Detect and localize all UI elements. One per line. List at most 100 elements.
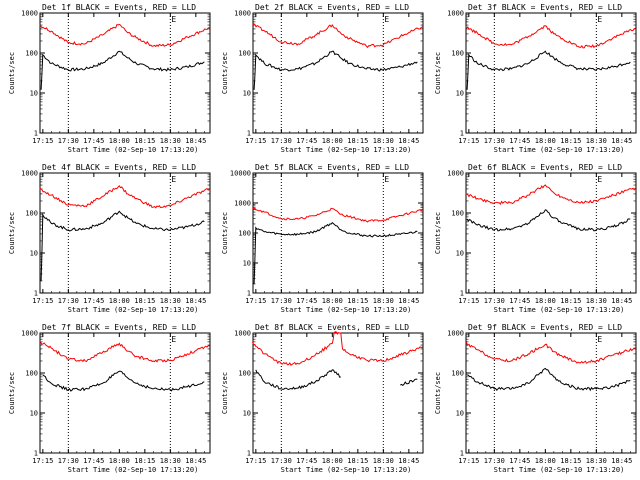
series-line	[40, 50, 205, 90]
x-tick-label: 17:45	[296, 137, 317, 145]
series-line	[465, 25, 636, 49]
x-axis-label: Start Time (02-Sep-10 17:13:20)	[281, 306, 412, 314]
x-tick-label: 18:00	[322, 137, 343, 145]
panel-title: Det 5f BLACK = Events, RED = LLD	[255, 163, 409, 172]
x-tick-label: 17:15	[32, 297, 53, 305]
x-tick-label: 18:45	[398, 297, 419, 305]
y-tick-label: 10	[30, 90, 38, 98]
plot-frame	[252, 172, 424, 294]
plot-frame	[252, 12, 424, 134]
panel-title: Det 2f BLACK = Events, RED = LLD	[255, 3, 409, 12]
event-marker-label: E	[597, 15, 602, 24]
x-tick-label: 17:15	[32, 137, 53, 145]
series-line	[466, 209, 631, 232]
x-tick-label: 18:00	[109, 457, 130, 465]
y-tick-label: 1	[460, 450, 464, 458]
x-tick-label: 18:15	[347, 137, 368, 145]
x-tick-label: 18:15	[347, 297, 368, 305]
y-tick-label: 10000	[230, 170, 251, 178]
panel-title: Det 8f BLACK = Events, RED = LLD	[255, 323, 409, 332]
y-axis-label: Counts/sec	[434, 212, 442, 254]
x-tick-label: 18:30	[373, 137, 394, 145]
y-tick-label: 100	[451, 210, 464, 218]
series-line	[251, 331, 423, 366]
panel: Det 3f BLACK = Events, RED = LLD 17:15 17:…	[434, 3, 637, 154]
x-axis-label: Start Time (02-Sep-10 17:13:20)	[281, 146, 412, 154]
x-tick-label: 18:15	[347, 457, 368, 465]
panel-title: Det 4f BLACK = Events, RED = LLD	[42, 163, 196, 172]
x-tick-label: 18:45	[611, 297, 632, 305]
x-tick-label: 17:15	[458, 457, 479, 465]
x-tick-label: 17:15	[245, 297, 266, 305]
x-tick-label: 17:45	[509, 297, 530, 305]
x-tick-label: 17:30	[271, 297, 292, 305]
x-tick-label: 18:30	[586, 137, 607, 145]
series-line	[255, 369, 418, 391]
x-tick-label: 18:30	[160, 297, 181, 305]
y-tick-label: 1	[34, 450, 38, 458]
y-tick-label: 1	[34, 130, 38, 138]
y-tick-label: 1	[460, 290, 464, 298]
x-tick-label: 17:45	[83, 297, 104, 305]
x-tick-label: 18:45	[611, 137, 632, 145]
panel-title: Det 9f BLACK = Events, RED = LLD	[468, 323, 622, 332]
x-tick-label: 17:30	[58, 137, 79, 145]
series-line	[252, 23, 423, 49]
series-line	[466, 367, 631, 392]
x-tick-label: 18:15	[560, 137, 581, 145]
y-tick-label: 100	[25, 50, 38, 58]
panel-title: Det 6f BLACK = Events, RED = LLD	[468, 163, 622, 172]
y-tick-label: 100	[25, 210, 38, 218]
x-tick-label: 18:45	[611, 457, 632, 465]
y-tick-label: 10	[243, 410, 251, 418]
x-tick-label: 17:30	[58, 297, 79, 305]
y-tick-label: 1000	[234, 330, 251, 338]
event-marker-label: E	[171, 335, 176, 344]
y-axis-label: Counts/sec	[8, 52, 16, 94]
plot-frame	[39, 12, 211, 134]
x-tick-label: 17:30	[484, 137, 505, 145]
x-tick-label: 17:15	[458, 137, 479, 145]
event-marker-label: E	[597, 335, 602, 344]
series-line	[40, 210, 205, 282]
series-line	[39, 184, 210, 209]
y-tick-label: 1000	[447, 330, 464, 338]
x-axis-label: Start Time (02-Sep-10 17:13:20)	[68, 146, 199, 154]
x-tick-label: 18:15	[134, 297, 155, 305]
x-tick-label: 18:30	[373, 457, 394, 465]
series-line	[253, 50, 418, 90]
event-marker-label: E	[384, 175, 389, 184]
event-marker-label: E	[597, 175, 602, 184]
plot-frame	[465, 172, 637, 294]
y-tick-label: 10	[30, 250, 38, 258]
event-marker-label: E	[384, 15, 389, 24]
y-tick-label: 10	[243, 90, 251, 98]
plot-frame	[39, 332, 211, 454]
y-axis-label: Counts/sec	[221, 372, 229, 414]
x-tick-label: 18:00	[535, 457, 556, 465]
x-tick-label: 18:00	[322, 297, 343, 305]
series-line	[465, 184, 636, 205]
x-tick-label: 17:30	[484, 457, 505, 465]
x-tick-label: 18:45	[185, 137, 206, 145]
y-axis-label: Counts/sec	[8, 212, 16, 254]
x-tick-label: 18:45	[185, 457, 206, 465]
x-tick-label: 17:45	[296, 297, 317, 305]
x-axis-label: Start Time (02-Sep-10 17:13:20)	[281, 466, 412, 474]
x-axis-label: Start Time (02-Sep-10 17:13:20)	[494, 146, 625, 154]
y-tick-label: 1	[247, 290, 251, 298]
x-tick-label: 17:45	[509, 137, 530, 145]
x-tick-label: 18:00	[109, 297, 130, 305]
x-tick-label: 17:30	[58, 457, 79, 465]
x-tick-label: 18:45	[398, 137, 419, 145]
x-tick-label: 18:15	[134, 457, 155, 465]
y-tick-label: 1	[460, 130, 464, 138]
x-axis-label: Start Time (02-Sep-10 17:13:20)	[68, 466, 199, 474]
y-axis-label: Counts/sec	[221, 212, 229, 254]
event-marker-label: E	[171, 15, 176, 24]
series-line	[253, 222, 418, 285]
x-tick-label: 18:45	[398, 457, 419, 465]
panel-title: Det 1f BLACK = Events, RED = LLD	[42, 3, 196, 12]
x-tick-label: 18:00	[535, 137, 556, 145]
